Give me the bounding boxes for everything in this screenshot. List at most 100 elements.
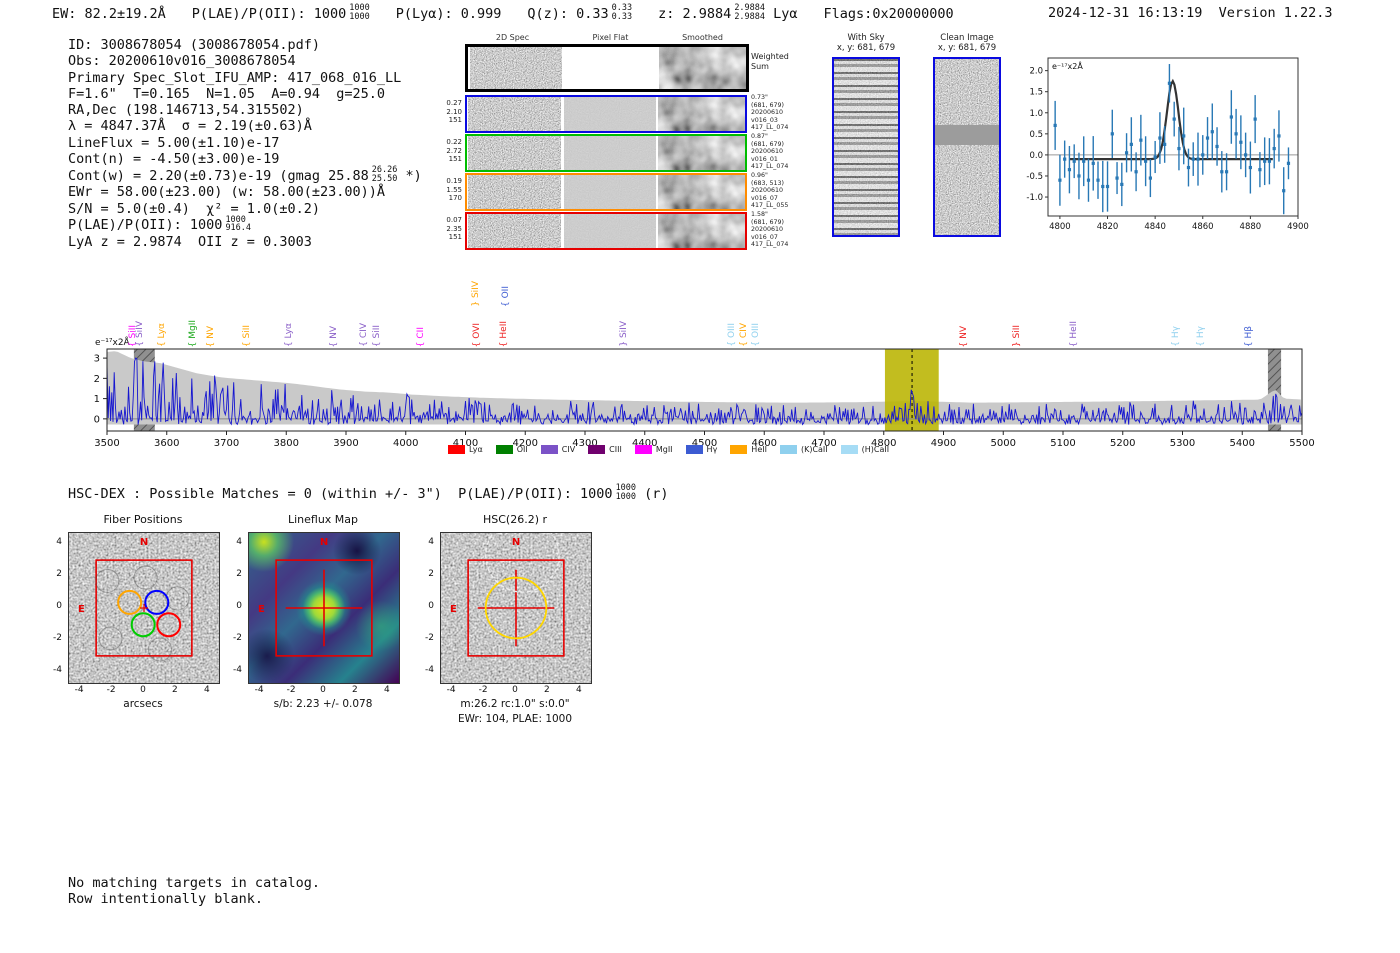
info-line: F=1.6" T=0.165 N=1.05 A=0.94 g=25.0 [68,86,422,102]
cutout-right-label: (681, 679) [751,101,784,109]
panel-title: Fiber Positions [103,513,183,526]
y-tick-label: 2 [428,569,434,580]
twoD-spec-image [470,47,562,89]
detection-info-block: ID: 3008678054 (3008678054.pdf) Obs: 2020… [68,37,422,250]
svg-text:4900: 4900 [1287,222,1309,232]
stacked-fraction: 1000 1000 [349,4,369,21]
main-units-label: e⁻¹⁷x2Å [95,336,131,348]
unused-fiber-circle [98,626,123,651]
svg-text:4300: 4300 [572,438,597,449]
text-segment: Obs: 20200610v016_3008678054 [68,53,296,70]
legend-label: MgII [655,445,673,454]
pixel-flat-image [564,136,656,170]
legend-label: (K)CaII [800,445,828,454]
sky-panel-title: Clean Image [940,33,994,43]
x-tick-label: 4 [203,685,210,695]
header-segment: P(LAE)/P(OII): 1000 1000 1000 [192,4,370,22]
x-tick-label: 4 [383,685,390,695]
text-segment: Flags:0x20000000 [823,5,954,22]
stacked-fraction: 0.33 0.33 [612,4,632,21]
cutout-right-label: (681, 679) [751,218,784,226]
info-line: Obs: 20200610v016_3008678054 [68,53,422,69]
legend-swatch [685,445,703,454]
fiber-circle [144,589,170,615]
cutout-row [465,95,747,133]
legend-item: HeII [730,445,767,454]
summary-header: EW: 82.2±19.2Å P(LAE)/P(OII): 1000 1000 100… [52,4,954,22]
panel-caption-1: m:26.2 rc:1.0" s:0.0" [460,698,570,710]
svg-text:4600: 4600 [752,438,777,449]
spectrum-legend: Lyα OII CIV CIII MgII Hγ HeII (K)CaII (H)CaII [448,445,889,454]
svg-text:5500: 5500 [1289,438,1314,449]
cutout-right-label: 417_LL_074 [751,163,789,171]
legend-label: Hγ [706,445,718,454]
timestamp-version: 2024-12-31 16:13:19 Version 1.22.3 [1048,5,1333,21]
x-tick-label: 2 [544,685,550,695]
panel-title: Lineflux Map [287,513,359,526]
unused-fiber-circle [133,565,158,590]
svg-text:4900: 4900 [931,438,956,449]
stacked-fraction: 1000 1000 [616,484,636,501]
info-line: S/N = 5.0(±0.4) χ² = 1.0(±0.2) [68,201,422,217]
header-segment: EW: 82.2±19.2Å [52,6,166,22]
cutout-right-label: v016_03 [751,116,778,124]
cutout-row-weighted [465,44,749,92]
unused-fiber-circle [165,586,190,611]
legend-swatch [588,445,606,454]
cutout-row-right-labels: 0.87" (681, 679) 20200610 v016_01 417_LL_074 [751,133,797,171]
emission-line-label: } SiIV [470,281,481,307]
legend-item: MgII [634,445,673,454]
fov-box [275,559,373,657]
fraction-bottom: 2.9884 [734,11,766,22]
cutout-right-label: v016_01 [751,155,778,163]
north-label: N [512,537,520,548]
smoothed-image [658,214,745,248]
legend-label: Lyα [469,445,483,454]
fov-box [95,559,193,657]
y-tick-label: 4 [428,537,434,548]
svg-text:3800: 3800 [274,438,299,449]
legend-swatch [779,445,797,454]
weighted-sum-label: Weighted Sum [751,52,789,71]
hsc-cutout-panel-overlay: NE [450,533,565,657]
text-segment: LyA z = 2.9874 OII z = 0.3003 [68,233,312,250]
smoothed-image [658,136,745,170]
svg-text:4820: 4820 [1097,222,1119,232]
cutout-right-label: 20200610 [751,148,784,156]
svg-text:4400: 4400 [632,438,657,449]
cutout-right-label: 0.87" [751,133,768,140]
footer-line: Row intentionally blank. [68,890,264,907]
svg-text:1.5: 1.5 [1029,88,1043,98]
fiber-circle [156,612,182,638]
text-segment: Cont(n) = -4.50(±3.00)e-19 [68,151,280,168]
text-segment: ID: 3008678054 (3008678054.pdf) [68,37,320,53]
clean-image-title: Clean Image x, y: 681, 679 [919,33,1015,53]
cutout-left-label: 170 [448,194,462,202]
spectrum-line [106,357,1303,426]
cutout-right-label: 1.58" [751,211,768,218]
cutout-left-label: 151 [448,155,462,163]
text-segment: λ = 4847.37Å σ = 2.19(±0.63)Å [68,118,312,135]
svg-text:4800: 4800 [871,438,896,449]
emission-line-label: { OII [501,286,512,307]
header-segment: z: 2.9884 2.9884 2.9884 Lyα [658,4,797,22]
y-tick-label: 4 [236,537,242,548]
svg-text:4700: 4700 [811,438,836,449]
fiber-positions-panel-overlay: NE [78,537,193,662]
legend-swatch [448,445,465,454]
svg-text:4000: 4000 [393,438,418,449]
cutout-right-label: 20200610 [751,109,784,117]
info-line: LineFlux = 5.00(±1.10)e-17 [68,135,422,151]
y-tick-label: 4 [56,537,62,548]
fraction-bottom: 1000 [349,11,370,22]
legend-label: OII [516,445,528,454]
svg-text:5000: 5000 [991,438,1016,449]
fraction-bottom: 0.33 [611,11,633,22]
info-line: ID: 3008678054 (3008678054.pdf) [68,37,422,53]
footer-notes: No matching targets in catalog. Row inten… [68,875,320,907]
info-line: Primary Spec_Slot_IFU_AMP: 417_068_016_L… [68,70,422,86]
svg-text:0: 0 [94,414,100,425]
fov-box [467,559,565,657]
legend-item: (H)CaII [840,445,889,454]
